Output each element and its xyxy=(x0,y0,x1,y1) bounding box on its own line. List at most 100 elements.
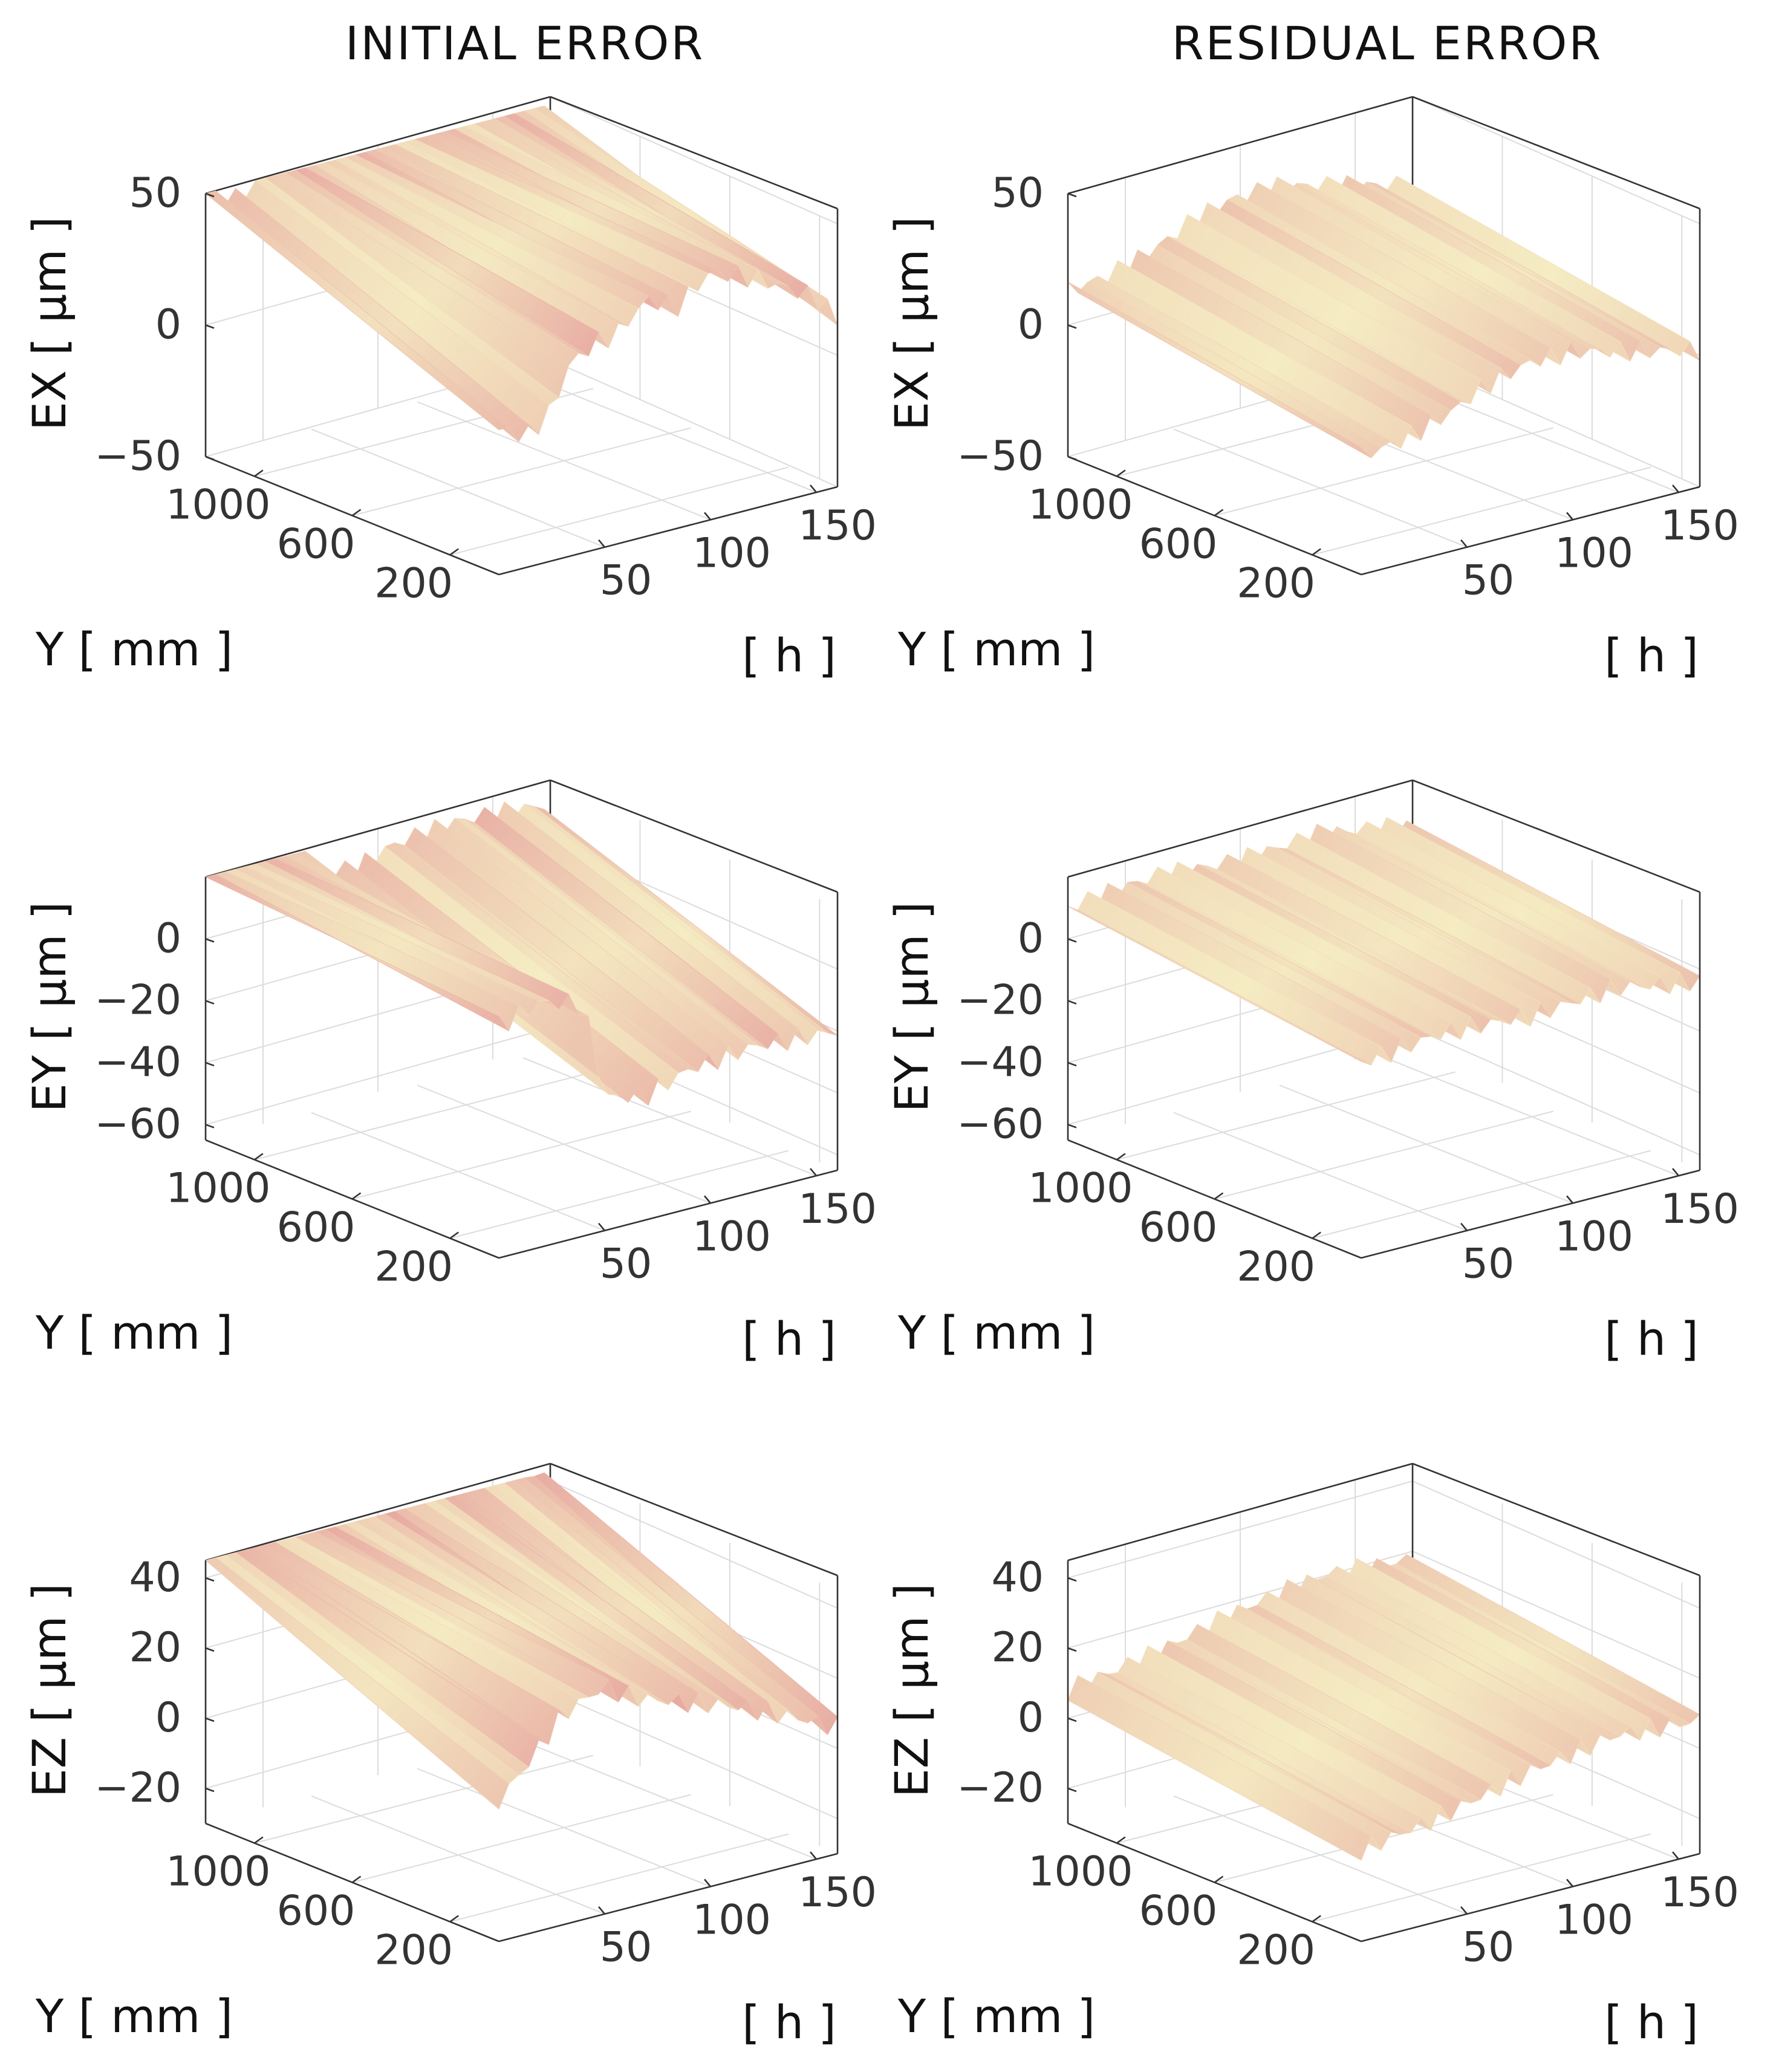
box-edge xyxy=(1067,96,1413,195)
box-edge xyxy=(1067,779,1413,878)
z-tick-label: 20 xyxy=(991,1624,1044,1672)
grid-line xyxy=(449,1150,789,1239)
grid-line xyxy=(352,1794,691,1883)
time-tick xyxy=(704,512,711,521)
y-tick-label: 200 xyxy=(374,1927,453,1975)
y-tick xyxy=(351,1875,362,1883)
y-tick-label: 200 xyxy=(374,1243,453,1291)
time-axis-label: [ h ] xyxy=(742,628,836,682)
surface xyxy=(205,1472,838,1810)
box-edge xyxy=(1412,1462,1700,1577)
z-tick-label: 0 xyxy=(155,1694,181,1742)
y-tick-label: 1000 xyxy=(1028,1848,1133,1896)
grid-line xyxy=(1412,96,1700,224)
y-tick-label: 600 xyxy=(277,521,356,568)
y-axis-label: Y [ mm ] xyxy=(897,1989,1095,2043)
y-tick xyxy=(1214,1192,1224,1200)
z-tick xyxy=(1067,1577,1077,1582)
z-tick-label: −40 xyxy=(94,1038,181,1086)
z-tick-label: 0 xyxy=(1018,301,1044,349)
z-tick-label: 0 xyxy=(1018,1694,1044,1742)
time-tick-label: 50 xyxy=(600,1924,652,1972)
time-tick-label: 50 xyxy=(1462,557,1515,605)
time-axis xyxy=(1361,486,1700,576)
grid-line xyxy=(1312,1150,1651,1239)
z-axis-label: EY [ µm ] xyxy=(22,902,76,1113)
time-axis xyxy=(1361,1169,1700,1259)
z-tick xyxy=(205,1000,215,1005)
z-tick xyxy=(1067,1717,1077,1722)
grid-line xyxy=(352,1110,691,1200)
y-tick-label: 200 xyxy=(1237,1927,1315,1975)
y-tick-label: 600 xyxy=(1139,1888,1218,1935)
time-tick xyxy=(1672,1168,1679,1176)
y-tick-label: 200 xyxy=(1237,560,1315,608)
time-tick-label: 100 xyxy=(1555,529,1633,577)
surface-strip xyxy=(1067,281,1371,458)
z-tick xyxy=(205,455,215,461)
z-tick xyxy=(205,192,215,198)
box-edge xyxy=(550,779,838,893)
time-tick-label: 150 xyxy=(1661,1869,1739,1917)
time-tick xyxy=(598,1222,605,1231)
box-edge xyxy=(205,779,551,878)
box-edge xyxy=(1412,779,1700,893)
surface-strip xyxy=(1067,906,1371,1066)
time-axis-label: [ h ] xyxy=(742,1312,836,1366)
z-tick xyxy=(205,1717,215,1722)
time-tick-label: 50 xyxy=(600,1240,652,1288)
box-edge xyxy=(205,96,551,195)
time-axis-label: [ h ] xyxy=(742,1995,836,2049)
z-tick xyxy=(1067,1061,1077,1067)
column-title-initial: INITIAL ERROR xyxy=(345,16,704,70)
z-tick-label: 0 xyxy=(155,914,181,962)
z-tick xyxy=(205,1577,215,1582)
z-tick-label: −60 xyxy=(957,1100,1044,1148)
z-tick-label: 50 xyxy=(991,169,1044,217)
surface-strip xyxy=(205,1557,509,1810)
time-tick xyxy=(1672,484,1679,493)
y-tick xyxy=(1116,469,1126,477)
grid-line xyxy=(1214,1110,1553,1200)
grid-line xyxy=(550,96,838,224)
z-tick-label: −20 xyxy=(94,977,181,1025)
y-axis-label: Y [ mm ] xyxy=(35,1989,233,2043)
z-tick-label: 0 xyxy=(155,301,181,349)
surface xyxy=(1067,175,1700,458)
time-tick-label: 150 xyxy=(798,1185,877,1233)
time-axis-label: [ h ] xyxy=(1604,1995,1699,2049)
surface xyxy=(1067,817,1700,1066)
time-tick xyxy=(1460,539,1468,548)
z-tick xyxy=(205,1647,215,1652)
grid-line xyxy=(254,1071,594,1161)
time-tick xyxy=(598,1906,605,1915)
time-tick-label: 100 xyxy=(1555,1213,1633,1260)
y-tick-label: 1000 xyxy=(1028,481,1133,529)
z-tick xyxy=(205,1061,215,1067)
y-tick xyxy=(351,509,362,516)
time-axis xyxy=(498,1169,838,1259)
grid-line xyxy=(1412,1481,1700,1609)
time-axis xyxy=(498,486,838,576)
z-tick-label: 50 xyxy=(129,169,181,217)
y-tick xyxy=(254,469,264,477)
z-axis-label: EZ [ µm ] xyxy=(885,1583,938,1797)
z-tick xyxy=(205,938,215,943)
grid-line xyxy=(550,359,838,487)
time-tick xyxy=(1566,1195,1573,1204)
z-tick xyxy=(1067,192,1077,198)
time-tick-label: 50 xyxy=(600,557,652,605)
time-tick xyxy=(598,539,605,548)
y-tick xyxy=(254,1153,264,1161)
grid-line xyxy=(449,466,789,556)
z-tick xyxy=(1067,1647,1077,1652)
z-axis-label: EZ [ µm ] xyxy=(22,1583,76,1797)
time-tick xyxy=(810,484,817,493)
time-tick xyxy=(810,1851,817,1860)
z-tick-label: −20 xyxy=(957,977,1044,1025)
y-tick-label: 600 xyxy=(1139,1204,1218,1252)
